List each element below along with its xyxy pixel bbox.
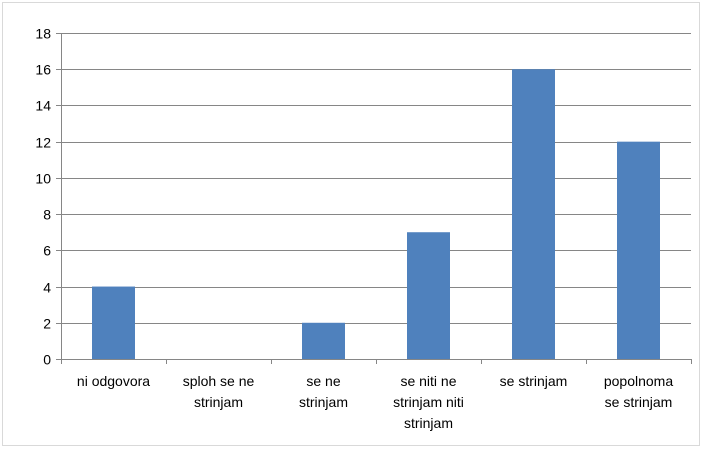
axis-layer <box>56 33 692 364</box>
y-tick-label: 14 <box>35 98 51 114</box>
x-tick-label-line: strinjam <box>404 415 453 431</box>
x-tick-label-line: se strinjam <box>605 394 673 410</box>
bar <box>302 322 345 359</box>
y-tick-label: 12 <box>35 135 51 151</box>
x-tick-label-line: ni odgovora <box>77 373 150 389</box>
x-tick-label-line: strinjam niti <box>393 394 464 410</box>
y-tick-label: 0 <box>43 352 51 368</box>
bar-chart: 0 2 4 6 8 10 12 14 16 18 ni odgovora sploh se ne st… <box>35 26 692 431</box>
y-tick-label: 18 <box>35 26 51 42</box>
x-tick-label-line: se niti ne <box>400 373 456 389</box>
x-tick-label: ni odgovora <box>77 373 150 389</box>
grid-layer <box>61 33 691 324</box>
bar <box>92 286 135 359</box>
x-tick-label: popolnoma se strinjam <box>604 373 673 410</box>
x-tick-label: sploh se ne strinjam <box>183 373 255 410</box>
x-tick-labels: ni odgovora sploh se ne strinjam se ne strin… <box>77 373 673 431</box>
y-tick-label: 2 <box>43 316 51 332</box>
bar-layer <box>92 69 660 359</box>
bar <box>407 232 450 359</box>
x-tick-label-line: strinjam <box>299 394 348 410</box>
bar <box>512 69 555 359</box>
y-tick-label: 6 <box>43 243 51 259</box>
x-tick-label-line: sploh se ne <box>183 373 255 389</box>
chart-frame: 0 2 4 6 8 10 12 14 16 18 ni odgovora sploh se ne st… <box>2 2 700 446</box>
y-tick-label: 10 <box>35 171 51 187</box>
x-tick-label-line: popolnoma <box>604 373 673 389</box>
x-tick-label: se strinjam <box>500 373 568 389</box>
x-tick-label-line: se strinjam <box>500 373 568 389</box>
x-tick-label-line: strinjam <box>194 394 243 410</box>
y-tick-label: 4 <box>43 280 51 296</box>
x-tick-label: se ne strinjam <box>299 373 348 410</box>
y-tick-labels: 0 2 4 6 8 10 12 14 16 18 <box>35 26 51 368</box>
y-tick-label: 16 <box>35 62 51 78</box>
bar <box>617 141 660 359</box>
y-tick-label: 8 <box>43 207 51 223</box>
x-tick-label-line: se ne <box>306 373 340 389</box>
x-tick-label: se niti ne strinjam niti strinjam <box>393 373 464 431</box>
